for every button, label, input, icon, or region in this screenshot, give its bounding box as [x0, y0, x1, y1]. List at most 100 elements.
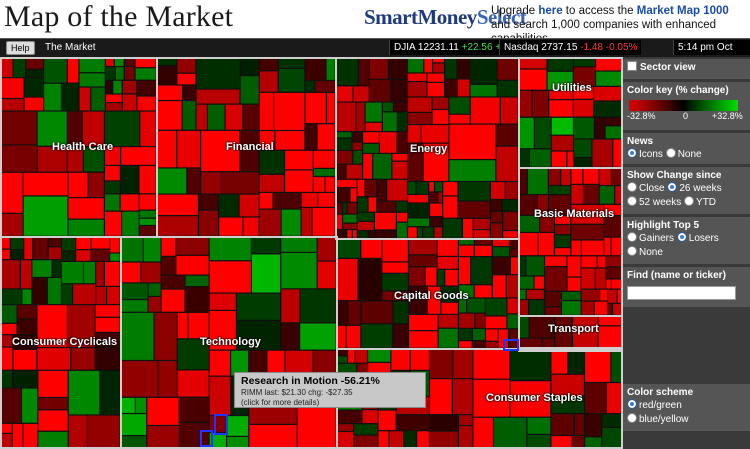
stock-tile[interactable] [369, 57, 389, 80]
stock-tile[interactable] [393, 102, 408, 112]
stock-tile[interactable] [259, 92, 274, 131]
stock-tile[interactable] [311, 207, 337, 238]
stock-tile[interactable] [284, 150, 314, 170]
stock-tile[interactable] [176, 130, 201, 168]
stock-tile[interactable] [177, 369, 210, 398]
stock-tile[interactable] [407, 124, 422, 144]
stock-tile[interactable] [485, 297, 507, 316]
stock-tile[interactable] [10, 249, 24, 260]
stock-tile[interactable] [120, 193, 140, 212]
stock-tile[interactable] [87, 414, 122, 449]
close-option[interactable]: Close [627, 182, 665, 194]
stock-tile[interactable] [525, 255, 545, 276]
stock-tile[interactable] [104, 111, 140, 147]
stock-tile[interactable] [78, 86, 91, 112]
stock-tile[interactable] [547, 57, 574, 72]
stock-tile[interactable] [605, 278, 612, 290]
stock-tile[interactable] [428, 191, 438, 203]
stock-tile[interactable] [421, 124, 449, 144]
stock-tile[interactable] [0, 423, 13, 434]
stock-tile[interactable] [342, 214, 358, 224]
stock-tile[interactable] [195, 89, 241, 105]
stock-tile[interactable] [429, 414, 459, 432]
stock-tile[interactable] [37, 397, 69, 410]
stock-tile[interactable] [124, 57, 136, 67]
stock-tile[interactable] [61, 83, 79, 112]
stock-tile[interactable] [12, 334, 37, 350]
stock-tile[interactable] [304, 57, 327, 81]
stock-tile[interactable] [438, 314, 459, 329]
stock-tile[interactable] [395, 201, 408, 213]
stock-tile[interactable] [342, 202, 347, 215]
stock-tile[interactable] [221, 171, 260, 195]
breadcrumb[interactable]: The Market [45, 42, 96, 53]
stock-tile[interactable] [407, 81, 427, 97]
stock-tile[interactable] [457, 78, 470, 97]
sector-utilities[interactable] [518, 57, 623, 169]
stock-tile[interactable] [259, 70, 279, 93]
stock-tile[interactable] [444, 57, 457, 79]
stock-tile[interactable] [186, 167, 201, 195]
stock-tile[interactable] [304, 92, 327, 124]
stock-tile[interactable] [382, 102, 394, 112]
stock-tile[interactable] [122, 93, 137, 112]
stock-tile[interactable] [594, 117, 606, 139]
stock-tile[interactable] [358, 57, 370, 86]
stock-tile[interactable] [67, 304, 96, 348]
stock-tile[interactable] [426, 82, 445, 97]
stock-tile[interactable] [544, 266, 568, 292]
stock-tile[interactable] [185, 286, 210, 313]
stock-tile[interactable] [155, 100, 183, 131]
stock-tile[interactable] [423, 143, 449, 182]
stock-tile[interactable] [155, 167, 187, 195]
stock-tile[interactable] [407, 96, 432, 113]
stock-tile[interactable] [474, 284, 493, 298]
stock-tile[interactable] [37, 409, 69, 432]
stock-tile[interactable] [17, 304, 37, 319]
stock-tile[interactable] [105, 102, 123, 112]
stock-tile[interactable] [67, 172, 89, 198]
stock-tile[interactable] [218, 194, 240, 217]
stock-tile[interactable] [427, 286, 441, 315]
stock-tile[interactable] [78, 72, 106, 87]
stock-tile[interactable] [490, 181, 506, 200]
stock-tile[interactable] [452, 378, 473, 415]
stock-tile[interactable] [91, 249, 110, 262]
stock-tile[interactable] [124, 66, 136, 81]
stock-tile[interactable] [70, 347, 96, 371]
stock-tile[interactable] [432, 62, 445, 73]
radio-selected-icon[interactable] [627, 399, 637, 409]
stock-tile[interactable] [456, 57, 470, 79]
stock-tile[interactable] [68, 370, 100, 415]
stock-tile[interactable] [161, 289, 186, 313]
stock-tile[interactable] [469, 57, 498, 85]
stock-tile[interactable] [584, 347, 611, 383]
stock-tile[interactable] [561, 291, 582, 301]
stock-tile[interactable] [25, 69, 44, 78]
stock-tile[interactable] [179, 422, 210, 449]
stock-tile[interactable] [551, 117, 574, 136]
stock-tile[interactable] [581, 267, 596, 290]
stock-tile[interactable] [392, 300, 409, 324]
stock-tile[interactable] [179, 397, 210, 423]
stock-tile[interactable] [429, 202, 443, 217]
stock-tile[interactable] [407, 112, 432, 125]
52-weeks-option[interactable]: 52 weeks [627, 196, 681, 208]
stock-tile[interactable] [550, 396, 585, 414]
stock-tile[interactable] [388, 57, 408, 80]
stock-tile[interactable] [544, 255, 568, 267]
highlight-none-option[interactable]: None [627, 246, 663, 258]
stock-tile[interactable] [407, 57, 424, 73]
stock-tile[interactable] [548, 185, 571, 195]
stock-tile[interactable] [442, 181, 458, 196]
stock-tile[interactable] [0, 304, 18, 324]
stock-tile[interactable] [458, 297, 467, 314]
find-input[interactable] [627, 286, 736, 300]
stock-tile[interactable] [390, 79, 408, 103]
radio-icon[interactable] [684, 196, 695, 206]
stock-tile[interactable] [0, 98, 25, 112]
stock-tile[interactable] [200, 130, 240, 172]
stock-tile[interactable] [195, 57, 241, 90]
stock-tile[interactable] [82, 111, 105, 147]
stock-tile[interactable] [490, 199, 502, 212]
